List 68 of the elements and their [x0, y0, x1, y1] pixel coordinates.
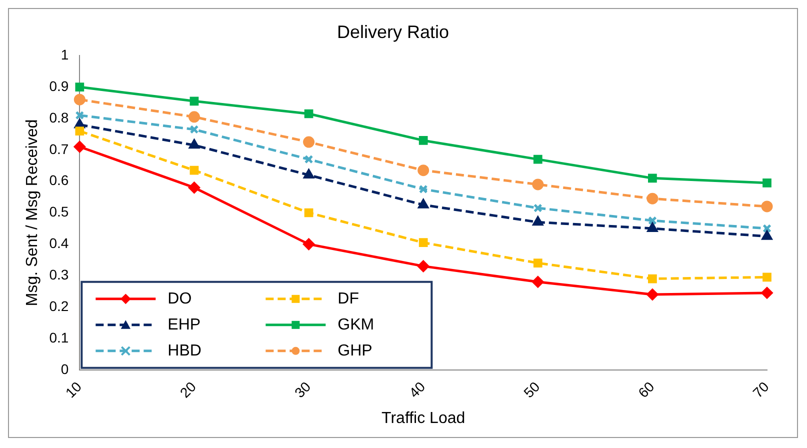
legend-label: HBD: [168, 342, 202, 360]
point: [304, 154, 314, 164]
y-tick-label: 0.7: [49, 140, 69, 157]
point: [75, 110, 84, 120]
y-tick-label: 0.5: [49, 204, 69, 220]
x-tick-label: 60: [634, 378, 658, 401]
x-tick-label: 20: [176, 378, 200, 401]
point: [762, 178, 772, 188]
point: [762, 224, 772, 233]
point: [533, 258, 542, 268]
y-tick-label: 1: [60, 46, 69, 62]
point: [533, 204, 542, 212]
point: [303, 238, 315, 250]
x-tick-label: 30: [291, 378, 314, 401]
point: [532, 276, 544, 288]
y-tick-label: 0.1: [49, 329, 69, 346]
legend-label: DF: [338, 290, 360, 308]
point: [646, 288, 658, 300]
y-tick-label: 0: [60, 360, 69, 377]
x-tick-label: 70: [750, 378, 772, 401]
point: [188, 182, 200, 194]
point: [647, 222, 658, 232]
point: [190, 166, 199, 175]
point: [648, 174, 657, 183]
point: [762, 230, 772, 240]
point: [418, 136, 428, 145]
point: [418, 184, 428, 194]
point: [188, 111, 200, 123]
y-axis-title: Msg. Sent / Msg Received: [24, 119, 42, 306]
point: [533, 154, 542, 164]
point: [75, 126, 84, 136]
x-tick-label: 10: [62, 378, 85, 401]
point: [418, 260, 430, 272]
point: [418, 164, 430, 176]
point: [646, 192, 658, 204]
point: [74, 94, 86, 106]
point: [304, 109, 314, 118]
point: [190, 125, 199, 134]
point: [190, 96, 199, 106]
point: [418, 238, 428, 248]
y-tick-label: 0.3: [49, 266, 69, 282]
point: [648, 274, 657, 284]
y-tick-label: 0.2: [49, 298, 69, 314]
y-tick-label: 0.9: [49, 78, 69, 94]
x-tick-label: 40: [406, 378, 428, 401]
legend-label: GKM: [338, 316, 374, 334]
x-axis-title: Traffic Load: [382, 410, 466, 427]
x-tick-label: 50: [520, 378, 543, 401]
point: [304, 208, 314, 218]
point: [189, 139, 200, 149]
y-tick-label: 0.4: [49, 235, 69, 252]
point: [762, 272, 772, 282]
y-tick-label: 0.6: [49, 172, 69, 188]
point: [648, 216, 657, 226]
chart-title: Delivery Ratio: [336, 22, 450, 42]
point: [418, 199, 428, 208]
point: [303, 136, 315, 148]
legend-label: GHP: [338, 342, 372, 360]
point: [75, 82, 84, 92]
point: [304, 169, 314, 179]
point: [761, 200, 773, 212]
legend-label: DO: [168, 290, 192, 308]
point: [74, 141, 86, 152]
legend-label: EHP: [168, 316, 201, 334]
y-tick-label: 0.8: [49, 109, 69, 126]
point: [532, 178, 544, 190]
point: [532, 216, 544, 226]
point: [761, 287, 773, 299]
